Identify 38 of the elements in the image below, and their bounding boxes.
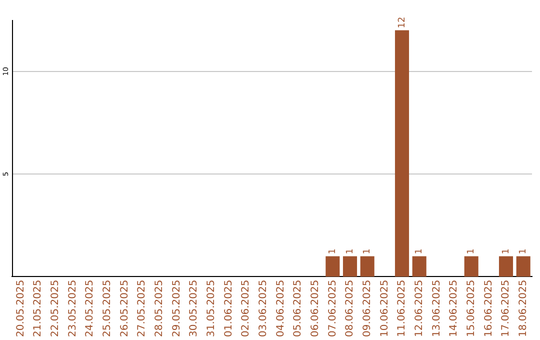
x-tick-label: 17.06.2025 xyxy=(500,280,512,338)
x-tick-label: 28.05.2025 xyxy=(154,280,165,338)
x-tick-label: 06.06.2025 xyxy=(310,280,321,338)
x-tick-label: 18.06.2025 xyxy=(518,280,529,338)
data-label: 1 xyxy=(501,248,512,254)
data-label: 1 xyxy=(328,248,338,254)
x-tick-label: 22.05.2025 xyxy=(50,280,61,338)
x-tick-label: 20.05.2025 xyxy=(15,280,26,338)
x-tick-label: 15.06.2025 xyxy=(466,280,477,338)
x-tick-label: 09.06.2025 xyxy=(362,280,373,338)
x-tick-label: 16.06.2025 xyxy=(483,280,494,338)
x-tick-label: 04.06.2025 xyxy=(275,280,286,338)
data-label: 1 xyxy=(518,248,529,254)
x-tick-label: 07.06.2025 xyxy=(327,280,338,338)
x-tick-label: 14.06.2025 xyxy=(448,280,460,338)
data-label: 12 xyxy=(397,16,408,28)
x-tick-label: 11.06.2025 xyxy=(396,280,408,338)
x-tick-label: 02.06.2025 xyxy=(240,280,252,338)
x-tick-label: 21.05.2025 xyxy=(32,280,44,338)
x-tick-label: 31.05.2025 xyxy=(206,280,217,338)
data-label: 1 xyxy=(466,248,477,254)
data-label: 1 xyxy=(362,248,373,254)
data-label: 1 xyxy=(414,248,425,254)
x-tick-label: 05.06.2025 xyxy=(292,280,304,338)
x-tick-label: 27.05.2025 xyxy=(136,280,148,338)
data-label: 1 xyxy=(345,248,356,254)
x-tick-label: 25.05.2025 xyxy=(102,280,113,338)
x-tick-label: 10.06.2025 xyxy=(379,280,390,338)
x-tick-label: 08.06.2025 xyxy=(344,280,356,338)
x-tick-label: 13.06.2025 xyxy=(431,280,442,338)
x-tick-label: 29.05.2025 xyxy=(171,280,182,338)
x-tick-label: 23.05.2025 xyxy=(67,280,78,338)
x-tick-label: 01.06.2025 xyxy=(223,280,234,338)
x-tick-label: 12.06.2025 xyxy=(414,280,425,338)
x-tick-label: 24.05.2025 xyxy=(84,280,96,338)
x-tick-label: 26.05.2025 xyxy=(119,280,130,338)
x-tick-label: 30.05.2025 xyxy=(188,280,200,338)
x-tick-label: 03.06.2025 xyxy=(258,280,269,338)
